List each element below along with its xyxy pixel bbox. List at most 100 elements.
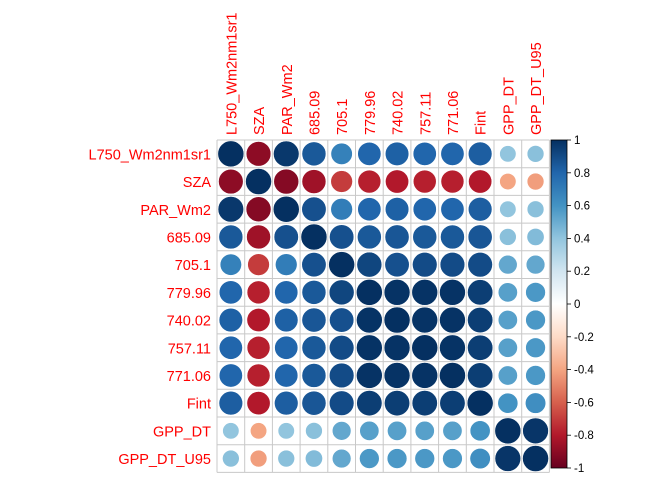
correlation-circle-8-11 <box>525 365 546 386</box>
correlation-circle-6-10 <box>497 310 518 331</box>
correlation-circle-11-4 <box>331 448 352 469</box>
correlation-circle-6-6 <box>383 306 411 334</box>
correlation-circle-3-2 <box>273 224 299 250</box>
correlation-circle-2-4 <box>330 198 353 221</box>
correlation-circle-7-3 <box>301 335 327 361</box>
correlation-circle-9-3 <box>301 390 327 416</box>
row-label: SZA <box>183 175 212 191</box>
correlation-circle-5-3 <box>301 280 327 305</box>
correlation-circle-4-5 <box>356 251 383 278</box>
colorbar-tick-label: -0.4 <box>574 365 594 377</box>
colorbar-tick-label: -0.6 <box>574 397 594 409</box>
correlation-circle-6-11 <box>525 309 546 331</box>
correlation-circle-2-5 <box>357 197 382 222</box>
correlation-circle-11-11 <box>522 445 549 472</box>
correlation-circle-1-6 <box>385 169 410 194</box>
correlation-circle-4-1 <box>247 253 270 276</box>
correlation-circle-7-5 <box>356 334 383 362</box>
correlation-circle-11-3 <box>304 449 323 468</box>
correlation-circle-11-7 <box>414 448 435 469</box>
correlation-circle-6-8 <box>439 306 466 334</box>
colorbar-tick-label: 0.2 <box>574 266 590 278</box>
correlation-circle-4-6 <box>384 252 410 278</box>
correlation-circle-5-4 <box>328 279 355 306</box>
correlation-circle-10-6 <box>387 420 408 441</box>
correlation-circle-2-7 <box>412 197 437 222</box>
correlation-circle-5-7 <box>411 279 439 306</box>
correlation-circle-4-11 <box>525 254 546 275</box>
column-label: 705.1 <box>335 99 351 135</box>
correlation-circle-8-9 <box>467 362 494 389</box>
correlation-circle-3-3 <box>300 223 328 251</box>
correlation-circle-6-5 <box>356 306 383 334</box>
correlation-circle-9-6 <box>384 390 411 417</box>
correlation-circle-0-9 <box>467 141 493 167</box>
correlation-circle-11-2 <box>277 449 296 468</box>
column-label: 779.96 <box>363 91 379 135</box>
correlation-circle-1-4 <box>330 170 353 193</box>
correlation-circle-2-2 <box>272 195 300 223</box>
correlation-circle-6-3 <box>301 307 327 333</box>
correlation-circle-4-0 <box>219 253 242 276</box>
correlation-circle-9-10 <box>497 392 519 414</box>
correlation-circle-1-1 <box>245 168 272 195</box>
correlation-circle-2-6 <box>384 197 410 222</box>
correlation-circle-5-8 <box>439 279 466 306</box>
column-label: PAR_Wm2 <box>280 64 296 135</box>
correlation-circle-7-11 <box>525 337 546 358</box>
row-label: GPP_DT_U95 <box>118 452 211 468</box>
correlation-circle-7-8 <box>439 334 466 362</box>
correlation-circle-11-5 <box>359 448 380 469</box>
correlation-circle-8-8 <box>439 362 466 389</box>
correlation-circle-3-6 <box>384 224 410 250</box>
correlation-circle-1-10 <box>499 172 517 191</box>
correlation-circle-4-10 <box>498 254 518 275</box>
column-label: GPP_DT <box>501 77 517 135</box>
correlation-circle-1-2 <box>273 168 300 195</box>
correlation-circle-9-8 <box>439 390 466 417</box>
correlation-circle-3-5 <box>357 224 382 250</box>
correlation-circle-8-5 <box>356 362 383 389</box>
column-label: 685.09 <box>307 91 323 135</box>
correlation-circle-3-7 <box>412 224 438 250</box>
correlation-circle-10-4 <box>331 421 352 441</box>
column-label: L750_Wm2nm1sr1 <box>224 13 240 136</box>
correlation-circle-1-8 <box>440 169 465 194</box>
correlation-circle-9-2 <box>274 390 299 416</box>
correlation-circle-9-0 <box>218 390 244 416</box>
correlation-circle-5-5 <box>356 279 383 306</box>
correlation-circle-8-1 <box>246 363 271 388</box>
correlation-circle-9-9 <box>466 389 494 417</box>
colorbar-tick-label: -0.2 <box>574 332 594 344</box>
correlation-circle-1-11 <box>526 172 545 191</box>
correlation-circle-11-6 <box>386 448 408 469</box>
correlation-circle-0-7 <box>412 141 437 166</box>
correlation-circles <box>217 140 549 472</box>
correlation-circle-0-3 <box>301 141 327 167</box>
row-label: PAR_Wm2 <box>140 203 211 219</box>
correlation-circle-7-2 <box>274 335 299 360</box>
correlation-circle-6-7 <box>411 306 439 334</box>
row-labels: L750_Wm2nm1sr1 SZA PAR_Wm2 685.09 705.1 779.9… <box>89 147 212 468</box>
correlation-circle-1-5 <box>357 169 382 194</box>
row-label: 705.1 <box>175 258 211 274</box>
colorbar-tick-label: 0 <box>574 299 580 311</box>
correlation-circle-1-7 <box>412 169 437 194</box>
correlation-circle-3-9 <box>467 224 493 250</box>
correlation-circle-7-1 <box>246 335 271 360</box>
correlation-circle-8-7 <box>411 362 439 389</box>
correlation-circle-5-9 <box>467 279 494 306</box>
correlation-circle-7-7 <box>411 334 439 362</box>
correlation-circle-7-6 <box>383 334 411 362</box>
correlation-circle-2-8 <box>440 197 465 222</box>
correlation-circle-1-3 <box>301 169 327 194</box>
correlation-circle-0-8 <box>440 141 465 166</box>
correlation-circle-6-2 <box>274 307 299 333</box>
correlation-circle-10-10 <box>494 417 522 445</box>
correlation-circle-7-9 <box>467 334 494 361</box>
column-label: SZA <box>252 106 268 135</box>
correlation-circle-5-10 <box>497 282 518 303</box>
correlation-circle-10-9 <box>469 420 491 442</box>
correlation-circle-4-8 <box>439 251 466 278</box>
